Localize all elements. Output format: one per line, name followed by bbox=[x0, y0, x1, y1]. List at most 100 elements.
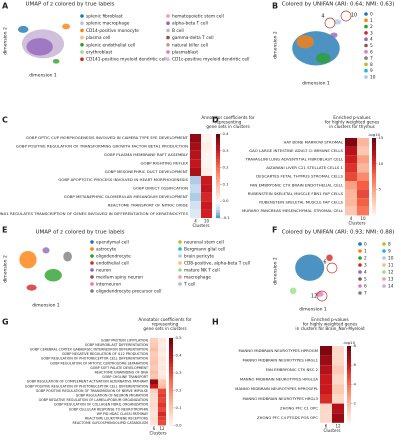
colorbar-segment bbox=[216, 170, 220, 174]
legend-marker bbox=[364, 50, 368, 54]
heatmap-cell bbox=[158, 416, 166, 421]
heatmap-title: in clusters for thymus bbox=[329, 124, 375, 129]
row-label: GOBP NEGATIVE REGULATION OF LAMELLIPODIU… bbox=[39, 398, 149, 402]
legend-marker bbox=[90, 247, 94, 251]
colorbar-segment bbox=[169, 364, 173, 368]
heatmap-cell bbox=[357, 163, 369, 173]
legend-label: 8 bbox=[388, 242, 391, 248]
heatmap-title: Annotator coefficients for bbox=[201, 115, 255, 120]
colorbar-segment bbox=[169, 399, 173, 403]
row-label: TRAVAGLINI LUNG ADVENTITIAL FIBROBLAST C… bbox=[244, 157, 344, 162]
legend-marker bbox=[364, 75, 368, 79]
column-label: 10 bbox=[360, 216, 366, 221]
x-axis-label: dimension 1 bbox=[299, 307, 327, 313]
cluster-blob bbox=[52, 58, 60, 64]
colorbar-segment bbox=[169, 378, 173, 382]
colorbar-segment bbox=[372, 166, 376, 170]
heatmap-cell bbox=[158, 347, 166, 352]
heatmap-cell bbox=[158, 388, 166, 394]
heatmap-cell bbox=[190, 150, 201, 160]
colorbar-segment bbox=[216, 167, 220, 171]
row-label: GOBP METANEPHRIC GLOMERULAR MESANGIUM DE… bbox=[64, 194, 189, 199]
heatmap-cell bbox=[150, 393, 158, 398]
heatmap-cell bbox=[150, 338, 158, 343]
row-label: REACTOME TRANSPORT OF NITRIC OXIDE bbox=[108, 202, 189, 207]
column-label: 12 bbox=[335, 423, 341, 428]
heatmap-cell bbox=[345, 189, 357, 199]
colorbar-segment bbox=[169, 361, 173, 365]
heatmap-cell bbox=[158, 384, 166, 389]
heatmap-cell bbox=[158, 411, 166, 417]
legend-label: alpha-beta T cell bbox=[172, 21, 208, 27]
colorbar-segment bbox=[216, 176, 220, 179]
legend-marker bbox=[382, 270, 386, 274]
legend-marker bbox=[382, 242, 386, 246]
colorbar-segment bbox=[372, 148, 376, 152]
row-label: FAN EMBRYONIC CTX NSC 2 bbox=[266, 367, 319, 372]
colorbar-tick-label: 0.0 bbox=[223, 198, 230, 203]
heatmap-cell bbox=[201, 167, 212, 176]
colorbar-tick-label: 10 bbox=[379, 161, 384, 166]
colorbar-segment bbox=[347, 361, 351, 365]
colorbar-tick-label: 0.5 bbox=[176, 335, 183, 340]
colorbar-segment bbox=[216, 178, 220, 182]
heatmap-cell bbox=[190, 142, 201, 151]
colorbar-segment bbox=[169, 372, 173, 377]
colorbar-segment bbox=[169, 402, 173, 406]
colorbar-tick-label: -0.1 bbox=[223, 215, 231, 220]
legend-marker bbox=[80, 57, 84, 61]
heatmap-cell bbox=[150, 342, 158, 348]
legend-marker bbox=[90, 240, 94, 244]
colorbar-segment bbox=[372, 174, 376, 177]
cluster-blob bbox=[316, 52, 331, 64]
heatmap-cell bbox=[357, 181, 369, 190]
heatmap-cell bbox=[150, 411, 158, 417]
heatmap-cell bbox=[357, 138, 369, 147]
legend-label: CD141-positive myeloid dendritic cell bbox=[86, 57, 167, 63]
column-label: 4 bbox=[350, 216, 353, 221]
heatmap-cell bbox=[158, 342, 166, 348]
colorbar-segment bbox=[216, 156, 220, 160]
column-label: 6 bbox=[325, 423, 328, 428]
colorbar-segment bbox=[216, 145, 220, 149]
row-label: MANNO MIDBRAIN NEUROTYPES HPROGFPL bbox=[235, 386, 319, 391]
legend-marker bbox=[90, 275, 94, 279]
annotation-circle bbox=[324, 17, 336, 29]
legend-label: 5 bbox=[364, 277, 367, 283]
legend-marker bbox=[178, 261, 182, 265]
heatmap-title: gene sets in clusters bbox=[143, 326, 186, 331]
row-label: WP PID HDAC CLASSI PATHWAY bbox=[97, 412, 149, 416]
legend-label: 10 bbox=[370, 75, 376, 81]
colorbar-segment bbox=[169, 370, 173, 374]
legend-marker bbox=[364, 37, 368, 41]
row-label: ZHONG PFC C4 PTGDS POS OPC bbox=[257, 415, 318, 420]
colorbar-segment bbox=[347, 381, 351, 385]
legend-marker bbox=[166, 50, 170, 54]
row-label: GOBP RIGHTING REFLEX bbox=[141, 160, 189, 165]
colorbar-segment bbox=[372, 158, 376, 162]
legend-label: 6 bbox=[364, 284, 367, 290]
legend-marker bbox=[90, 254, 94, 258]
panel-label: C bbox=[2, 116, 8, 125]
annotation-circle bbox=[326, 262, 338, 274]
legend-marker bbox=[358, 256, 362, 260]
colorbar-segment bbox=[216, 184, 220, 188]
legend-marker bbox=[166, 43, 170, 47]
colorbar-segment bbox=[216, 198, 220, 202]
heatmap-cell bbox=[332, 374, 344, 385]
annotation-label: 10 bbox=[351, 13, 357, 19]
heatmap-cell bbox=[201, 150, 212, 160]
heatmap-cell bbox=[345, 206, 357, 216]
heatmap-cell bbox=[158, 338, 166, 343]
heatmap-cell bbox=[201, 192, 212, 202]
heatmap-cell bbox=[150, 402, 158, 407]
row-label: MANNO MIDBRAIN NEUROTYPES HPROGM bbox=[238, 348, 318, 353]
legend-marker bbox=[178, 275, 182, 279]
heatmap-cell bbox=[332, 365, 344, 375]
colorbar-segment bbox=[169, 407, 173, 412]
colorbar-segment bbox=[372, 202, 376, 206]
heatmap-cell bbox=[332, 413, 344, 423]
colorbar-segment bbox=[372, 192, 376, 195]
row-label: HAY BONE MARROW STROMAL bbox=[283, 139, 343, 144]
colorbar-segment bbox=[216, 142, 220, 146]
